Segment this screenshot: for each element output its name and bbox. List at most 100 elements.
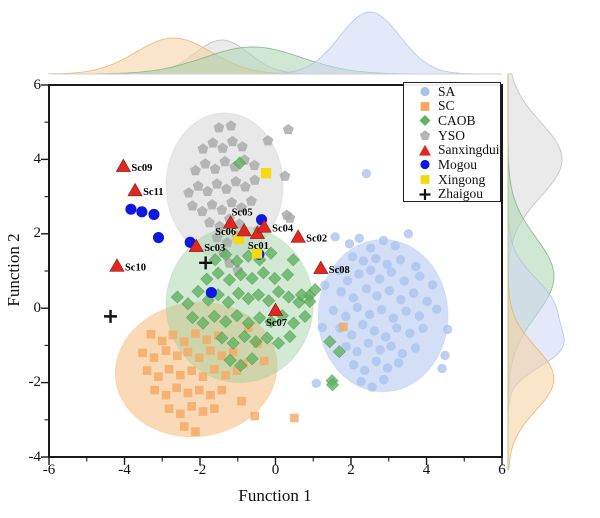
legend-label: Xingong [438,171,486,187]
caob-point [241,316,256,330]
xingong-legend-marker-icon [420,175,430,184]
yso-point [262,135,274,146]
yso-point [249,174,261,185]
sanxingdui-point [188,238,204,252]
caob-point [207,309,222,324]
sa-point [365,265,376,275]
sc-point [161,390,171,400]
caob-point [196,316,210,330]
yso-point [207,137,219,148]
sc-point [202,335,212,345]
sanxingdui-point [290,229,306,243]
sa-point [369,326,380,336]
yso-point [219,155,231,167]
caob-point [218,314,233,329]
sanxingdui-point [109,258,125,272]
sa-point [347,330,357,340]
sc-point [206,346,215,355]
caob-point [237,329,252,344]
sa-legend-marker-icon [420,86,430,96]
yso-point [226,196,238,208]
sa-point [381,332,391,342]
legend-item-sc: SC [404,99,500,114]
caob-point [283,329,297,344]
sc-point [221,370,230,380]
sanxingdui-point [115,158,132,172]
yso-point [213,122,225,133]
sa-point [382,259,392,270]
sa-point [374,274,385,284]
yso-point [221,237,233,248]
yso-point [196,205,208,217]
caob-point [280,268,295,282]
sc-point [154,372,163,381]
xingong-point [251,248,263,259]
sa-point [410,343,421,353]
caob-point [222,273,237,287]
x-tick-label: 4 [422,462,431,478]
xingong-point [260,168,272,179]
sc-point [191,329,200,338]
caob-point [230,254,244,269]
legend-item-yso: YSO [404,128,500,143]
sc-point [183,388,193,398]
caob-point [245,271,259,286]
sa-point [427,280,438,290]
sanxingdui-point [236,222,252,237]
yso-point [245,195,257,206]
caob-point [325,378,340,392]
yso-point [239,181,251,192]
sa-point [348,360,359,370]
caob-point [181,297,195,311]
sa-point [317,322,328,333]
sa-point [390,241,400,251]
yso-point [192,180,204,191]
y-tick-label: -4 [28,448,42,465]
yso-point [284,212,296,223]
caob-point [191,284,205,299]
point-label: Sc09 [131,163,152,174]
sc-point [210,364,219,374]
legend-label: Zhaigou [438,186,483,202]
caob-point [252,311,267,325]
sc-point [237,396,246,406]
legend: SA SC CAOB YSO Sanxingdui Mogou Xingong Zhaigou [403,82,501,202]
yso-point [248,159,260,170]
sa-point [418,323,428,333]
sa-point [388,313,398,323]
sa-point [395,255,406,265]
sc-point [179,337,189,346]
sc-point [142,366,152,375]
caob-point [264,246,278,260]
sa-point [347,252,358,262]
caob-point [232,156,247,170]
sanxingdui-legend-marker-icon [419,144,431,156]
sa-point [341,341,351,352]
caob-point [260,331,274,345]
caob-point [251,288,266,302]
sa-point [442,324,453,335]
sa-point [415,271,425,281]
sc-point [232,366,242,375]
sa-point [361,284,372,294]
yso-point [211,231,223,243]
yso-point [282,123,294,135]
mogou-point [205,287,217,299]
point-label: Sc08 [329,265,350,276]
caob-point [323,334,337,349]
sc-point [168,330,178,340]
xingong-point [233,233,245,245]
yso-point [230,176,242,187]
zhaigou-point [199,256,213,270]
sa-point [311,378,321,389]
mogou-point [148,208,160,221]
caob-point [249,334,263,349]
legend-label: SC [438,98,455,114]
sc-point [173,351,182,361]
caob-point [262,294,276,308]
sc-point [183,347,193,357]
caob-point [185,310,200,325]
sa-point [352,347,362,357]
sc-point [339,322,348,332]
sa-point [375,345,385,355]
